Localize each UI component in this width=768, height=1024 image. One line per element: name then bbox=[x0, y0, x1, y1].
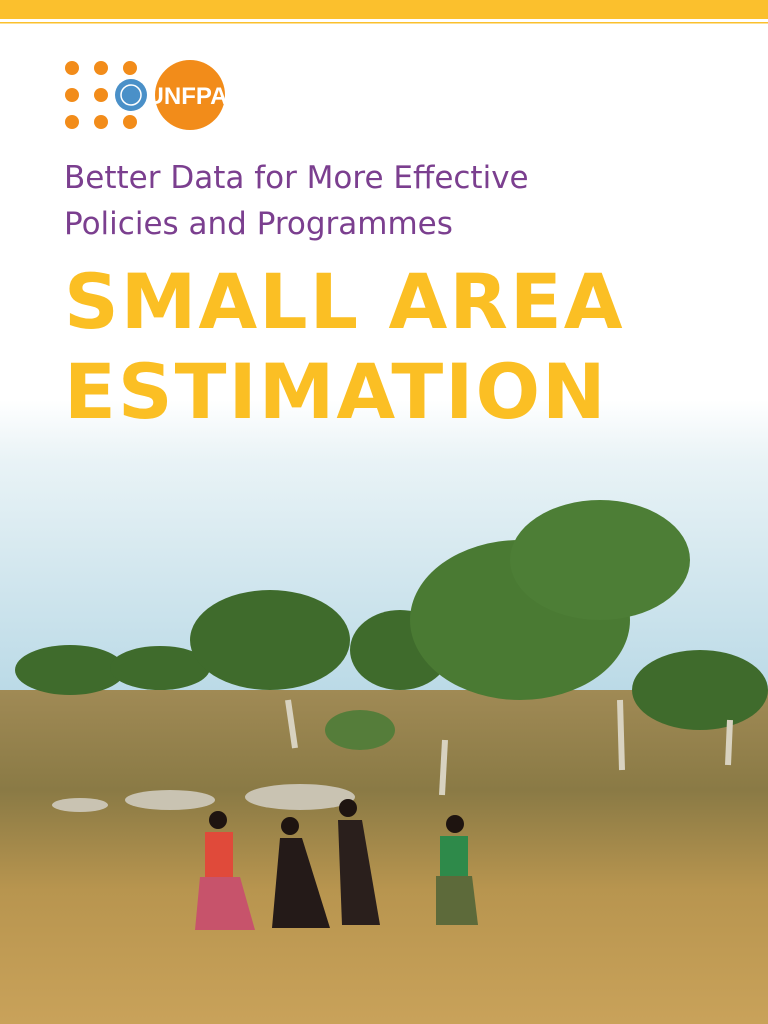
un-emblem bbox=[115, 79, 147, 111]
top-rule bbox=[0, 22, 768, 24]
subtitle: Better Data for More Effective bbox=[64, 160, 529, 196]
logo-dots bbox=[65, 61, 137, 129]
title: ESTIMATION bbox=[64, 347, 608, 436]
logo-circle bbox=[155, 60, 225, 130]
trunks bbox=[285, 699, 733, 796]
trees bbox=[15, 500, 768, 750]
subtitle: Policies and Programmes bbox=[64, 206, 453, 242]
rocks bbox=[52, 784, 355, 812]
logo-text: UNFPA bbox=[147, 83, 228, 110]
title: SMALL AREA bbox=[64, 257, 625, 346]
field bbox=[0, 690, 768, 1024]
people bbox=[195, 799, 478, 930]
top-band bbox=[0, 0, 768, 19]
un-emblem-ring bbox=[120, 84, 142, 106]
